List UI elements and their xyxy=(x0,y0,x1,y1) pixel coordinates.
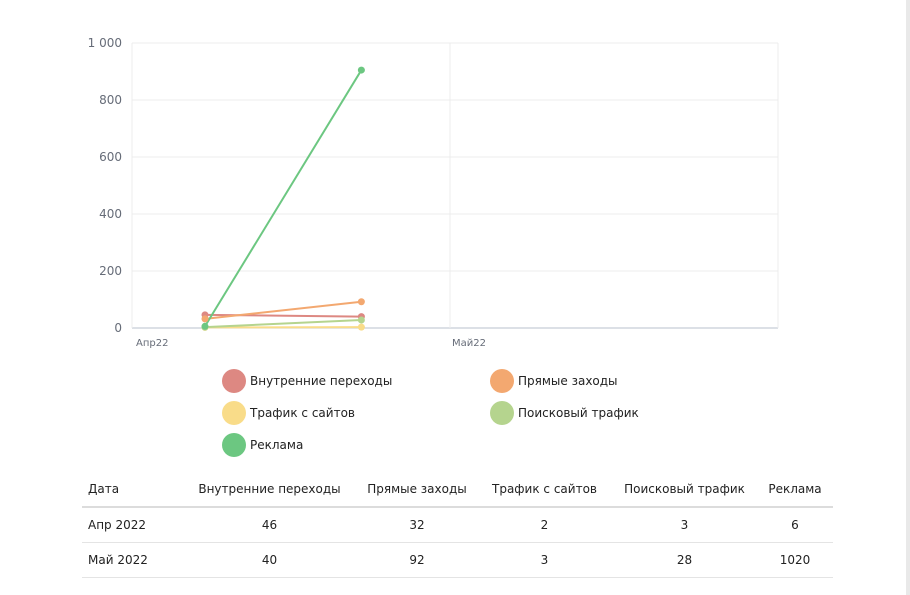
x-tick-label: Апр22 xyxy=(136,338,168,349)
cell-sites: 2 xyxy=(477,507,612,543)
legend-label: Реклама xyxy=(250,438,304,452)
chart-points xyxy=(201,66,365,331)
y-tick-label: 200 xyxy=(99,264,122,278)
data-point xyxy=(357,298,365,306)
legend-label: Трафик с сайтов xyxy=(250,406,355,420)
legend-swatch xyxy=(222,433,246,457)
y-tick-label: 800 xyxy=(99,93,122,107)
legend-label: Прямые заходы xyxy=(518,374,618,388)
legend-label: Поисковый трафик xyxy=(518,406,639,420)
cell-search: 28 xyxy=(612,542,757,578)
cell-date: Апр 2022 xyxy=(82,507,182,543)
data-point xyxy=(201,315,209,323)
header-date: Дата xyxy=(82,472,182,508)
y-tick-label: 1 000 xyxy=(88,36,122,50)
header-direct: Прямые заходы xyxy=(357,472,477,508)
series-line xyxy=(204,69,363,327)
data-point xyxy=(357,316,365,324)
table-row: Апр 2022 46 32 2 3 6 xyxy=(82,507,833,543)
legend-item-direct[interactable]: Прямые заходы xyxy=(490,368,618,394)
cell-ads: 1020 xyxy=(757,542,833,578)
cell-direct: 32 xyxy=(357,507,477,543)
legend-swatch xyxy=(490,401,514,425)
header-internal: Внутренние переходы xyxy=(182,472,357,508)
y-tick-label: 0 xyxy=(114,321,122,335)
cell-internal: 40 xyxy=(182,542,357,578)
legend-label: Внутренние переходы xyxy=(250,374,393,388)
line-chart: 0 200 400 600 800 1 000 Апр22 Май22 xyxy=(88,36,779,349)
y-axis-ticks: 0 200 400 600 800 1 000 xyxy=(88,36,122,335)
data-table: Дата Внутренние переходы Прямые заходы Т… xyxy=(82,472,833,578)
chart-legend: Внутренние переходы Прямые заходы Трафик… xyxy=(222,368,702,464)
x-axis-ticks: Апр22 Май22 xyxy=(136,338,486,349)
header-search: Поисковый трафик xyxy=(612,472,757,508)
cell-internal: 46 xyxy=(182,507,357,543)
legend-item-ads[interactable]: Реклама xyxy=(222,432,303,458)
data-point xyxy=(201,322,209,330)
header-ads: Реклама xyxy=(757,472,833,508)
cell-search: 3 xyxy=(612,507,757,543)
table-header-row: Дата Внутренние переходы Прямые заходы Т… xyxy=(82,472,833,508)
header-sites: Трафик с сайтов xyxy=(477,472,612,508)
chart-grid xyxy=(131,42,779,329)
legend-item-internal[interactable]: Внутренние переходы xyxy=(222,368,392,394)
legend-swatch xyxy=(222,401,246,425)
cell-direct: 92 xyxy=(357,542,477,578)
legend-swatch xyxy=(490,369,514,393)
chart-lines xyxy=(204,69,363,329)
legend-swatch xyxy=(222,369,246,393)
legend-item-search[interactable]: Поисковый трафик xyxy=(490,400,639,426)
y-tick-label: 400 xyxy=(99,207,122,221)
series-line xyxy=(204,300,362,320)
table-row: Май 2022 40 92 3 28 1020 xyxy=(82,542,833,578)
cell-sites: 3 xyxy=(477,542,612,578)
series-line xyxy=(204,319,362,329)
window-edge xyxy=(906,0,910,595)
y-tick-label: 600 xyxy=(99,150,122,164)
cell-ads: 6 xyxy=(757,507,833,543)
x-tick-label: Май22 xyxy=(452,338,486,349)
data-point xyxy=(357,323,365,331)
legend-item-sites[interactable]: Трафик с сайтов xyxy=(222,400,355,426)
cell-date: Май 2022 xyxy=(82,542,182,578)
data-point xyxy=(357,66,365,74)
